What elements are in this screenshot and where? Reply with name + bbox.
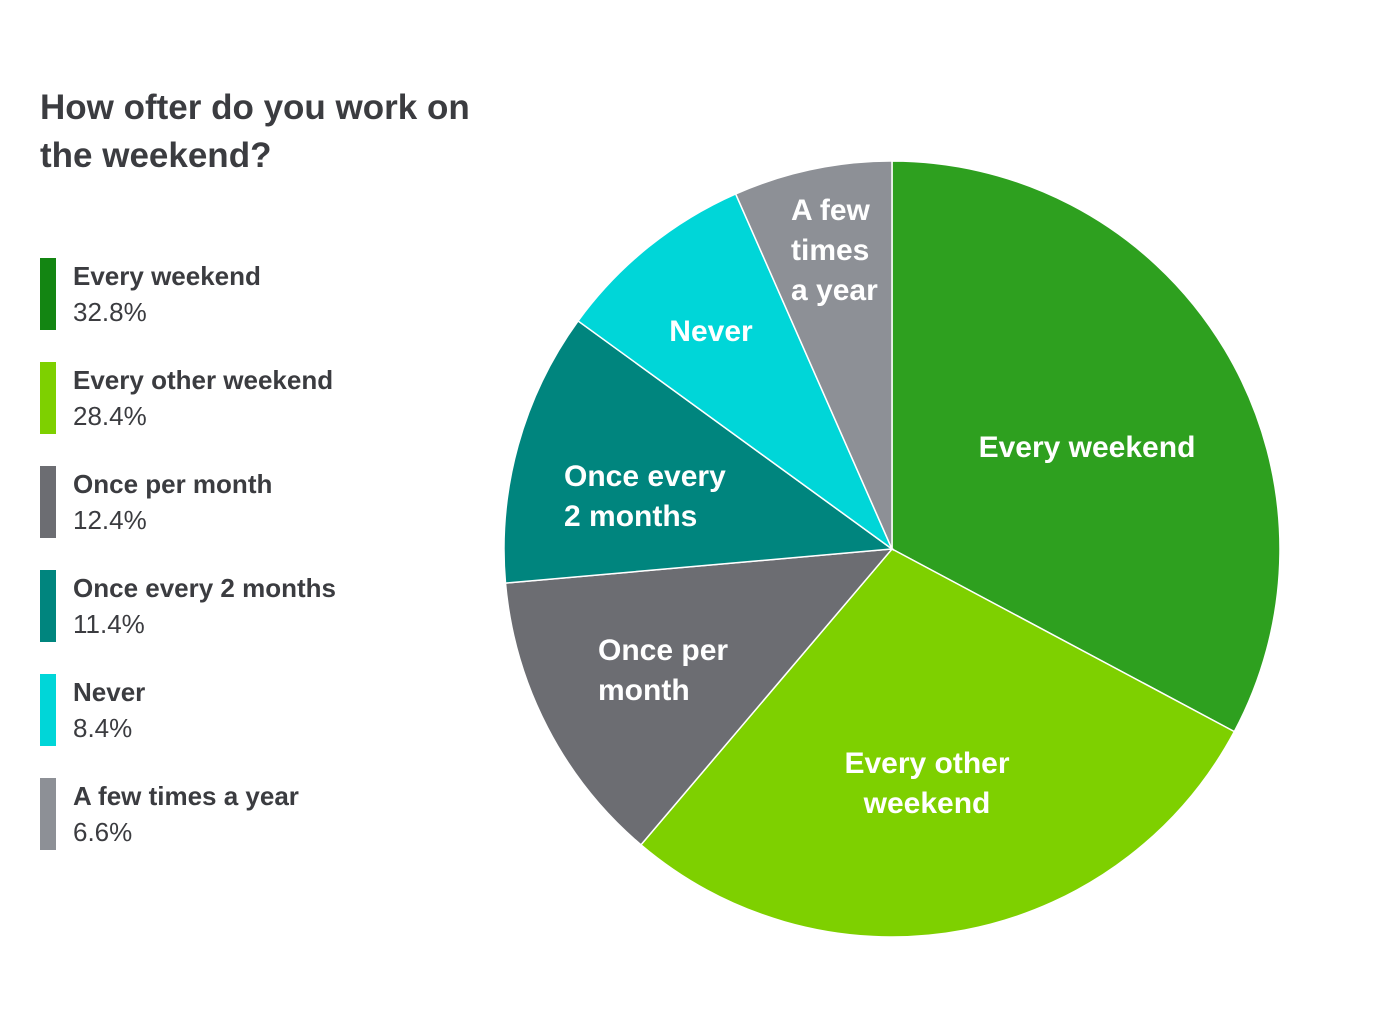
legend-item-every-other-weekend: Every other weekend 28.4% — [40, 362, 460, 434]
legend-value: 32.8% — [73, 297, 147, 327]
legend-swatch-a-few-times-a-year — [40, 778, 56, 850]
legend-value: 6.6% — [73, 817, 133, 847]
legend-item-a-few-times-a-year: A few times a year 6.6% — [40, 778, 460, 850]
pie-slice-once-per-month — [504, 548, 894, 846]
slice-label: A few times a year — [791, 194, 878, 307]
legend-item-once-per-month: Once per month 12.4% — [40, 466, 460, 538]
legend-label: Never — [73, 677, 146, 707]
slice-label: Once every 2 months — [564, 460, 726, 533]
legend-swatch-every-weekend — [40, 258, 56, 330]
pie-slice-every-weekend — [891, 160, 1281, 733]
legend-label: A few times a year — [73, 781, 299, 811]
legend-swatch-once-every-2-months — [40, 570, 56, 642]
legend-item-every-weekend: Every weekend 32.8% — [40, 258, 460, 330]
legend-label: Every other weekend — [73, 365, 334, 395]
legend: Every weekend 32.8% Every other weekend … — [40, 258, 460, 882]
legend-swatch-once-per-month — [40, 466, 56, 538]
pie-slice-every-other-weekend — [639, 548, 1236, 938]
legend-label: Every weekend — [73, 261, 261, 291]
slice-label: Never — [669, 315, 753, 348]
legend-value: 12.4% — [73, 505, 147, 535]
legend-value: 11.4% — [73, 609, 145, 639]
slice-label: Every weekend — [979, 431, 1196, 464]
pie-slices — [503, 160, 1281, 938]
legend-value: 28.4% — [73, 401, 147, 431]
legend-swatch-every-other-weekend — [40, 362, 56, 434]
slice-label: Once per month — [598, 634, 728, 707]
legend-label: Once every 2 months — [73, 573, 336, 603]
pie-slice-once-every-2-months — [503, 319, 895, 584]
legend-label: Once per month — [73, 469, 273, 499]
legend-value: 8.4% — [73, 713, 133, 743]
pie-slice-labels: Every weekend Every other weekend Once per m… — [564, 194, 1195, 820]
legend-swatch-never — [40, 674, 56, 746]
chart-title: How ofter do you work on the weekend? — [40, 88, 470, 175]
pie-slice-a-few-times-a-year — [734, 160, 893, 550]
legend-item-never: Never 8.4% — [40, 674, 460, 746]
legend-item-once-every-2-months: Once every 2 months 11.4% — [40, 570, 460, 642]
slice-label: Every other weekend — [844, 747, 1009, 820]
pie-slice-never — [577, 192, 894, 552]
